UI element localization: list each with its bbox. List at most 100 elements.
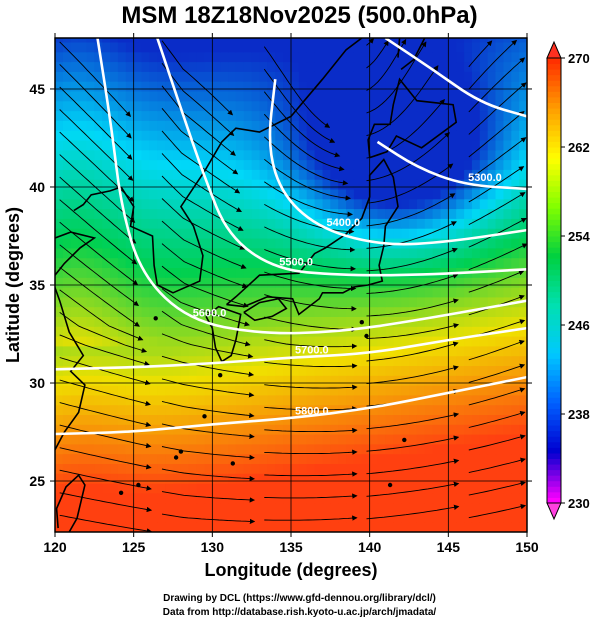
streamline: [59, 424, 152, 449]
island: [364, 333, 369, 339]
streamline: [366, 40, 389, 69]
contour-line: [376, 140, 527, 191]
streamline: [264, 226, 356, 253]
streamline: [59, 447, 152, 470]
streamline: [468, 40, 493, 68]
streamline: [264, 471, 358, 477]
x-tick-label: 150: [515, 539, 539, 555]
colorbar-segment: [547, 491, 561, 498]
island: [402, 437, 407, 443]
streamline: [366, 298, 459, 317]
streamline: [161, 513, 256, 525]
streamline: [366, 273, 459, 294]
contour-label: 5600.0: [193, 307, 227, 319]
island: [230, 461, 235, 466]
credits: Drawing by DCL (https://www.gfd-dennou.o…: [0, 592, 599, 620]
colorbar-segment: [547, 469, 561, 476]
colorbar-segment: [547, 147, 561, 154]
streamline: [161, 198, 246, 250]
streamline: [366, 221, 457, 249]
streamline: [366, 65, 439, 137]
colorbar-segment: [547, 213, 561, 220]
colorbar-segment: [547, 358, 561, 365]
colorbar-segment: [547, 252, 561, 259]
streamline: [161, 40, 234, 116]
island: [136, 482, 141, 488]
colorbar-segment: [547, 241, 561, 248]
colorbar-segment: [547, 174, 561, 181]
colorbar-segment: [547, 274, 561, 281]
streamline: [468, 166, 525, 203]
streamline: [161, 108, 239, 175]
streamline: [264, 316, 357, 332]
contour-line: [268, 79, 527, 246]
streamline: [366, 38, 375, 46]
colorbar-segment: [547, 124, 561, 131]
colorbar-segment: [547, 408, 561, 415]
colorbar-segment: [547, 69, 561, 76]
colorbar-segment: [547, 80, 561, 87]
streamline: [264, 449, 358, 455]
streamline: [59, 266, 140, 327]
colorbar-segment: [547, 464, 561, 471]
colorbar-segment: [547, 386, 561, 393]
streamline: [468, 137, 527, 180]
streamline: [161, 130, 241, 194]
y-tick-label: 45: [29, 81, 45, 97]
streamline: [161, 153, 242, 213]
colorbar-segment: [547, 286, 561, 293]
colorbar-segment: [547, 135, 561, 142]
colorbar-segment: [547, 391, 561, 398]
colorbar-segment: [547, 319, 561, 326]
streamline: [468, 503, 527, 519]
colorbar-segment: [547, 258, 561, 265]
colorbar-segment: [547, 313, 561, 320]
streamline: [263, 113, 345, 172]
streamline: [264, 339, 358, 349]
streamline: [263, 46, 331, 128]
x-tick-label: 145: [437, 539, 461, 555]
streamline: [264, 427, 358, 434]
streamline: [366, 481, 460, 497]
colorbar-segment: [547, 247, 561, 254]
streamline: [59, 289, 144, 341]
streamline: [59, 199, 138, 265]
streamline: [161, 333, 254, 359]
streamline: [468, 111, 525, 158]
colorbar-segment: [547, 96, 561, 103]
colorbar-segment: [547, 113, 561, 120]
colorbar-segment: [547, 369, 561, 376]
streamline: [264, 271, 357, 292]
streamline: [366, 504, 460, 520]
streamline: [366, 458, 460, 475]
y-axis-ticks: 25 30 35 40 45: [29, 81, 532, 489]
colorbar-segment: [547, 419, 561, 426]
streamline: [366, 412, 460, 430]
contour-label: 5800.0: [295, 405, 329, 417]
colorbar-segment: [547, 152, 561, 159]
colorbar-segment: [547, 447, 561, 454]
island: [359, 320, 364, 325]
streamline: [161, 400, 255, 419]
coastline: [400, 38, 426, 71]
colorbar-extension-top: [546, 40, 562, 59]
colorbar-segment: [547, 58, 561, 65]
y-tick-label: 35: [29, 277, 45, 293]
streamline: [468, 457, 526, 474]
colorbar-segment: [547, 325, 561, 332]
colorbar-segment: [547, 452, 561, 459]
streamline: [468, 243, 527, 271]
streamline: [366, 193, 456, 227]
colorbar-segment: [547, 219, 561, 226]
streamline: [366, 163, 454, 204]
contour-label: 5300.0: [468, 172, 502, 184]
x-tick-label: 135: [279, 539, 303, 555]
y-tick-label: 40: [29, 179, 45, 195]
streamline: [468, 270, 525, 293]
colorbar-segment: [547, 497, 561, 504]
colorbar: 270 262 254 246 238 230: [546, 40, 590, 521]
island: [118, 490, 124, 495]
streamline: [59, 312, 148, 353]
colorbar-segment: [547, 191, 561, 198]
contour-line: [96, 38, 527, 335]
